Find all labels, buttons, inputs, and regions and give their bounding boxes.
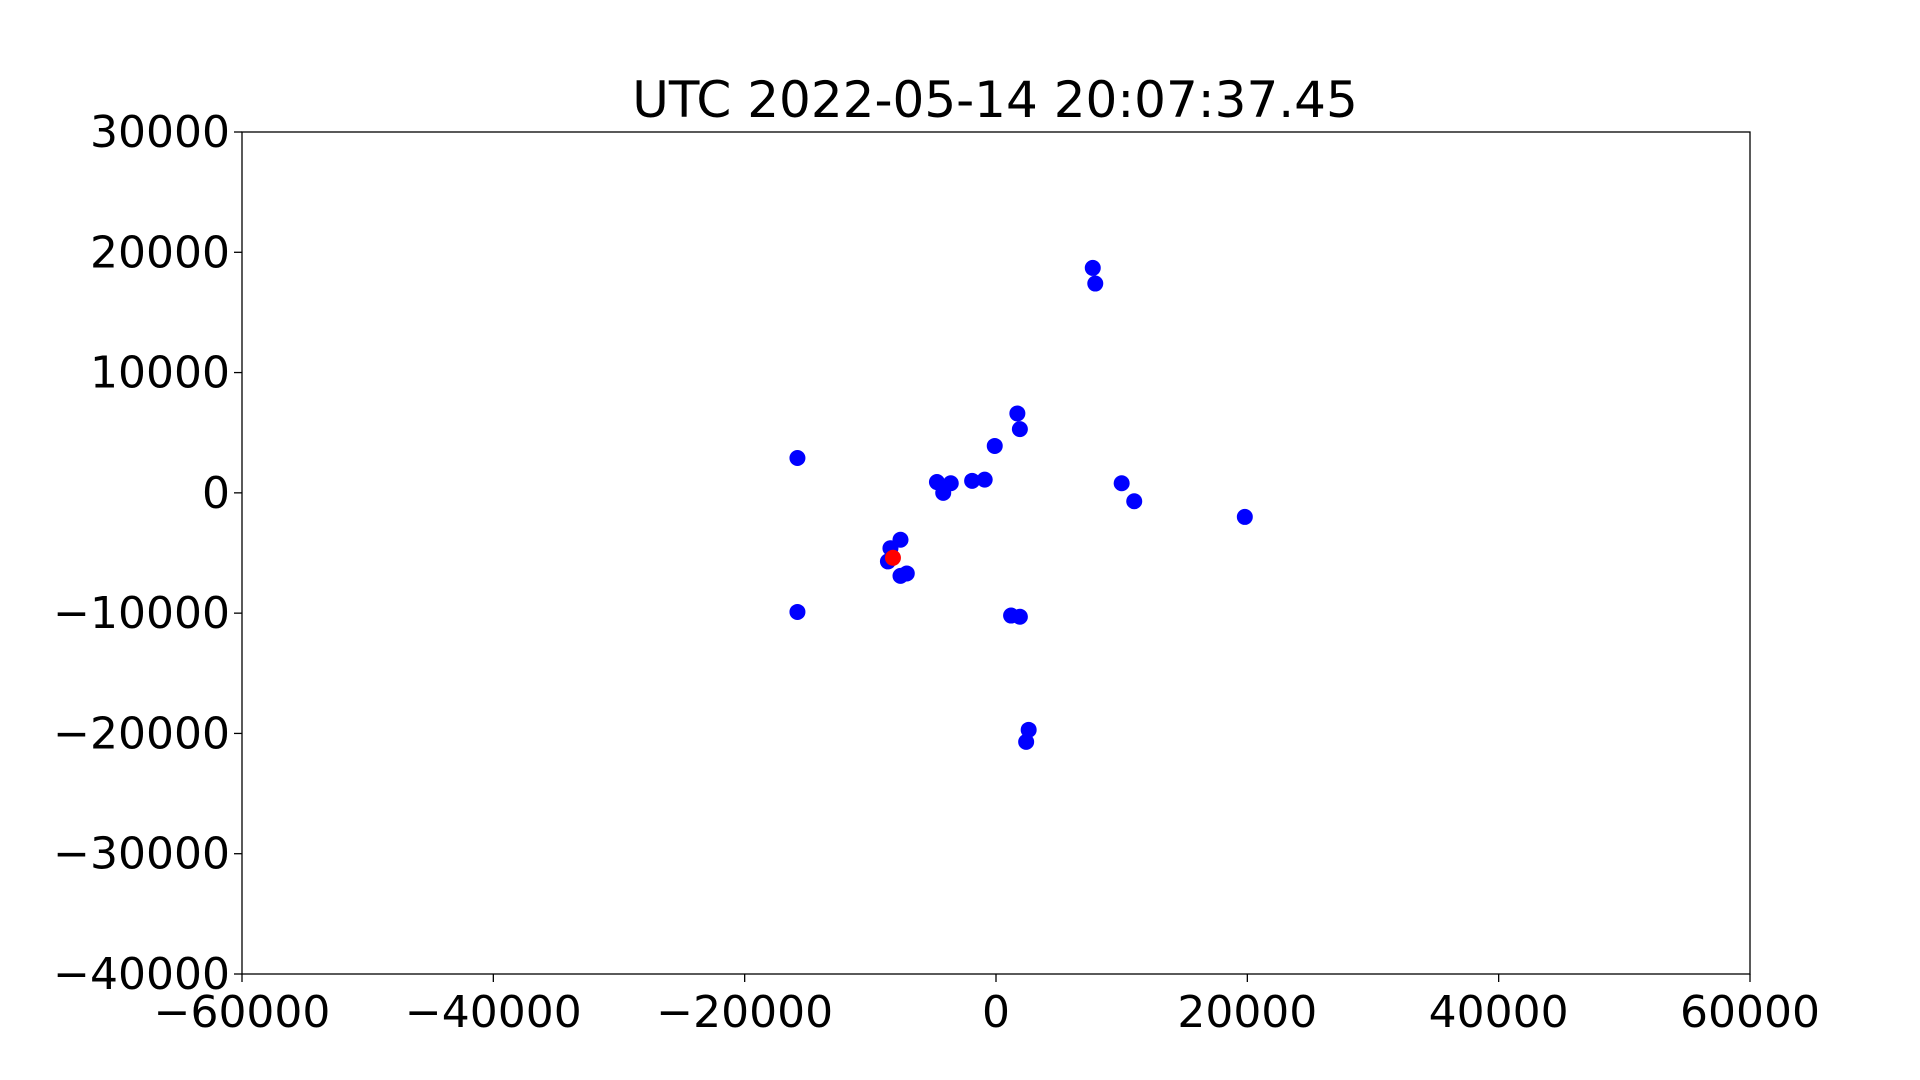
x-tick-label: −60000 [154,987,331,1038]
x-tick-label: 60000 [1680,987,1820,1038]
x-tick-label: 40000 [1429,987,1569,1038]
x-tick-label: 20000 [1177,987,1317,1038]
data-point-blue [935,484,952,501]
data-point-red [884,549,901,566]
data-point-blue [1009,405,1026,422]
y-tick-label: 30000 [90,107,230,158]
data-point-blue [789,603,806,620]
data-point-blue [1087,275,1104,292]
data-point-blue [1236,508,1253,525]
y-tick-label: −20000 [53,708,230,759]
data-point-blue [789,449,806,466]
x-tick-label: −20000 [656,987,833,1038]
x-tick-label: 0 [982,987,1010,1038]
data-point-blue [976,471,993,488]
data-point-blue [964,472,981,489]
x-axis: −60000 −40000 −20000 0 20000 40000 60000 [154,974,1820,1038]
data-point-blue [1084,259,1101,276]
plot-frame [241,131,1751,975]
data-point-blue [1126,493,1143,510]
data-point-blue [1018,733,1035,750]
data-point-blue [1011,421,1028,438]
data-point-blue [898,565,915,582]
data-point-blue [1113,475,1130,492]
y-tick-label: −30000 [53,829,230,880]
data-point-blue [986,437,1003,454]
y-tick-label: 0 [202,468,230,519]
data-point-blue [1020,721,1037,738]
y-tick-label: 10000 [90,348,230,399]
y-tick-label: −40000 [53,949,230,1000]
y-tick-label: −10000 [53,588,230,639]
y-axis: −40000 −30000 −20000 −10000 0 10000 20000 30000 [53,107,242,1000]
data-point-blue [1011,608,1028,625]
data-points [789,259,1253,750]
y-tick-label: 20000 [90,227,230,278]
x-tick-label: −40000 [405,987,582,1038]
chart-title: UTC 2022-05-14 20:07:37.45 [632,71,1358,129]
